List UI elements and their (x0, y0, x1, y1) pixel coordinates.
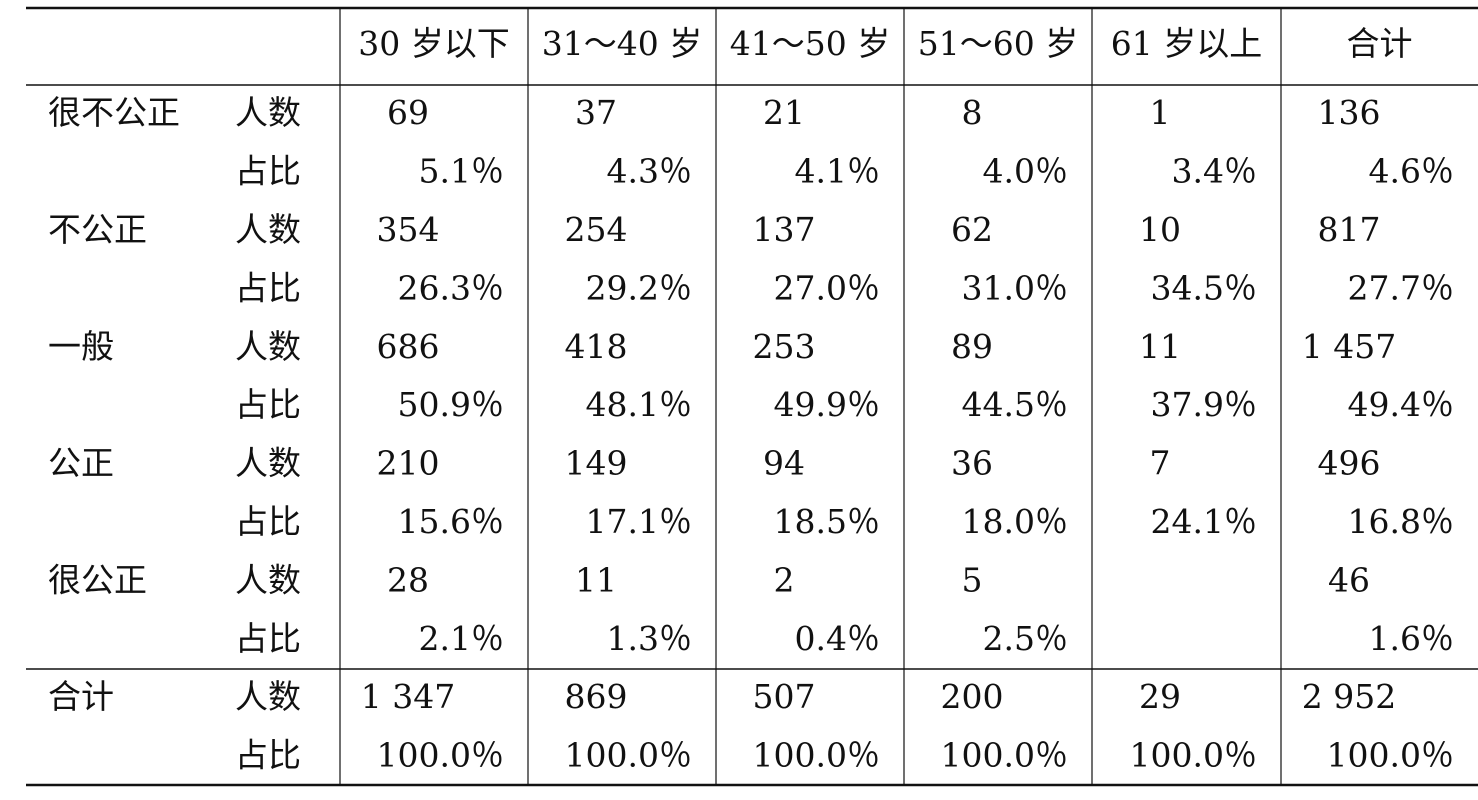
count-cell: 210 (377, 444, 440, 483)
count-cell: 7 (1150, 444, 1171, 483)
count-cell: 137 (753, 210, 816, 249)
group-label: 一般 (48, 327, 114, 366)
percent-cell: 50.9％ (398, 385, 504, 424)
count-cell: 62 (951, 210, 993, 249)
group-label: 很不公正 (48, 93, 180, 132)
percent-cell: 1.3％ (607, 619, 692, 658)
column-header: 30 岁以下 (358, 24, 509, 63)
measure-label: 人数 (235, 444, 301, 483)
percent-cell: 100.0％ (753, 736, 880, 775)
percent-cell: 18.0％ (962, 502, 1068, 541)
percent-cell: 18.5％ (774, 502, 880, 541)
count-cell: 354 (377, 210, 440, 249)
column-header: 61 岁以上 (1111, 24, 1262, 63)
count-cell: 200 (941, 677, 1004, 716)
count-cell: 149 (565, 444, 628, 483)
group-label: 公正 (48, 444, 114, 483)
percent-cell: 16.8％ (1348, 502, 1454, 541)
count-cell: 36 (951, 444, 993, 483)
measure-label: 占比 (235, 268, 301, 307)
percent-cell: 27.7％ (1348, 268, 1454, 307)
count-cell: 253 (753, 327, 816, 366)
count-cell: 94 (763, 444, 805, 483)
count-cell: 89 (951, 327, 993, 366)
column-header: 51～60 岁 (918, 24, 1078, 63)
column-header: 合计 (1347, 24, 1413, 63)
percent-cell: 26.3％ (398, 268, 504, 307)
count-cell: 496 (1318, 444, 1381, 483)
percent-cell: 100.0％ (1327, 736, 1454, 775)
count-cell: 8 (962, 93, 983, 132)
count-cell: 686 (377, 327, 440, 366)
count-cell: 5 (962, 560, 983, 599)
percent-cell: 2.5％ (983, 619, 1068, 658)
count-cell: 2 (774, 560, 795, 599)
percent-cell: 1.6％ (1369, 619, 1454, 658)
count-cell: 817 (1318, 210, 1381, 249)
group-label: 很公正 (48, 560, 147, 599)
percent-cell: 31.0％ (962, 268, 1068, 307)
percent-cell: 27.0％ (774, 268, 880, 307)
percent-cell: 44.5％ (962, 385, 1068, 424)
percent-cell: 24.1％ (1151, 502, 1257, 541)
percent-cell: 0.4％ (795, 619, 880, 658)
count-cell: 2 952 (1302, 677, 1396, 716)
percent-cell: 48.1％ (586, 385, 692, 424)
count-cell: 869 (565, 677, 628, 716)
percent-cell: 4.3％ (607, 152, 692, 191)
percent-cell: 5.1％ (419, 152, 504, 191)
measure-label: 占比 (235, 385, 301, 424)
percent-cell: 29.2％ (586, 268, 692, 307)
percent-cell: 15.6％ (398, 502, 504, 541)
measure-label: 占比 (235, 152, 301, 191)
percent-cell: 100.0％ (1130, 736, 1257, 775)
percent-cell: 4.1％ (795, 152, 880, 191)
count-cell: 11 (1139, 327, 1181, 366)
count-cell: 254 (565, 210, 628, 249)
percent-cell: 49.9％ (774, 385, 880, 424)
count-cell: 418 (565, 327, 628, 366)
measure-label: 人数 (235, 677, 301, 716)
percent-cell: 3.4％ (1172, 152, 1257, 191)
count-cell: 28 (387, 560, 429, 599)
count-cell: 46 (1328, 560, 1370, 599)
measure-label: 占比 (235, 502, 301, 541)
group-label: 合计 (48, 677, 114, 716)
measure-label: 人数 (235, 560, 301, 599)
count-cell: 507 (753, 677, 816, 716)
measure-label: 占比 (235, 619, 301, 658)
percent-cell: 2.1％ (419, 619, 504, 658)
count-cell: 10 (1139, 210, 1181, 249)
percent-cell: 100.0％ (565, 736, 692, 775)
column-header: 31～40 岁 (542, 24, 702, 63)
count-cell: 1 457 (1302, 327, 1396, 366)
column-header: 41～50 岁 (730, 24, 890, 63)
percent-cell: 49.4％ (1348, 385, 1454, 424)
group-label: 不公正 (48, 210, 147, 249)
percent-cell: 100.0％ (377, 736, 504, 775)
count-cell: 37 (575, 93, 617, 132)
count-cell: 136 (1318, 93, 1381, 132)
measure-label: 人数 (235, 327, 301, 366)
measure-label: 占比 (235, 736, 301, 775)
percent-cell: 100.0％ (941, 736, 1068, 775)
count-cell: 1 347 (361, 677, 455, 716)
percent-cell: 4.6％ (1369, 152, 1454, 191)
percent-cell: 4.0％ (983, 152, 1068, 191)
count-cell: 21 (763, 93, 805, 132)
percent-cell: 17.1％ (586, 502, 692, 541)
percent-cell: 37.9％ (1151, 385, 1257, 424)
measure-label: 人数 (235, 210, 301, 249)
count-cell: 29 (1139, 677, 1181, 716)
count-cell: 11 (575, 560, 617, 599)
measure-label: 人数 (235, 93, 301, 132)
count-cell: 1 (1150, 93, 1171, 132)
percent-cell: 34.5％ (1151, 268, 1257, 307)
count-cell: 69 (387, 93, 429, 132)
